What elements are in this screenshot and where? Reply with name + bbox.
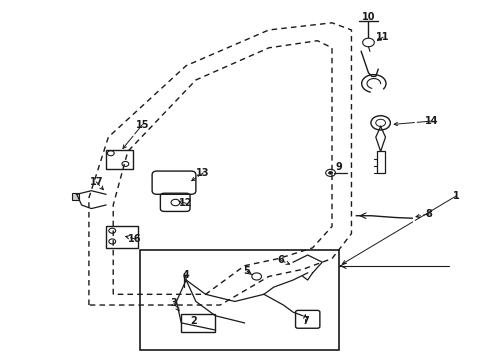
Text: 16: 16	[128, 234, 142, 244]
Text: 4: 4	[183, 270, 189, 280]
Text: 6: 6	[277, 255, 284, 265]
Bar	[106, 226, 137, 248]
Text: 12: 12	[179, 198, 192, 208]
Text: 1: 1	[452, 191, 458, 201]
Bar	[181, 314, 215, 332]
Text: 8: 8	[425, 209, 432, 219]
Text: 2: 2	[190, 316, 196, 326]
Text: 9: 9	[335, 162, 342, 172]
Text: 14: 14	[424, 116, 438, 126]
Text: 5: 5	[243, 266, 250, 276]
Text: 11: 11	[376, 32, 389, 42]
Text: 13: 13	[196, 168, 209, 178]
Text: 7: 7	[301, 316, 308, 326]
Text: 3: 3	[170, 298, 177, 308]
Bar	[72, 193, 79, 200]
Bar	[140, 249, 339, 350]
Circle shape	[327, 171, 332, 175]
Bar	[106, 150, 132, 169]
Text: 15: 15	[135, 120, 149, 130]
Bar	[376, 152, 384, 173]
Text: 10: 10	[361, 13, 374, 22]
Text: 17: 17	[89, 177, 103, 187]
